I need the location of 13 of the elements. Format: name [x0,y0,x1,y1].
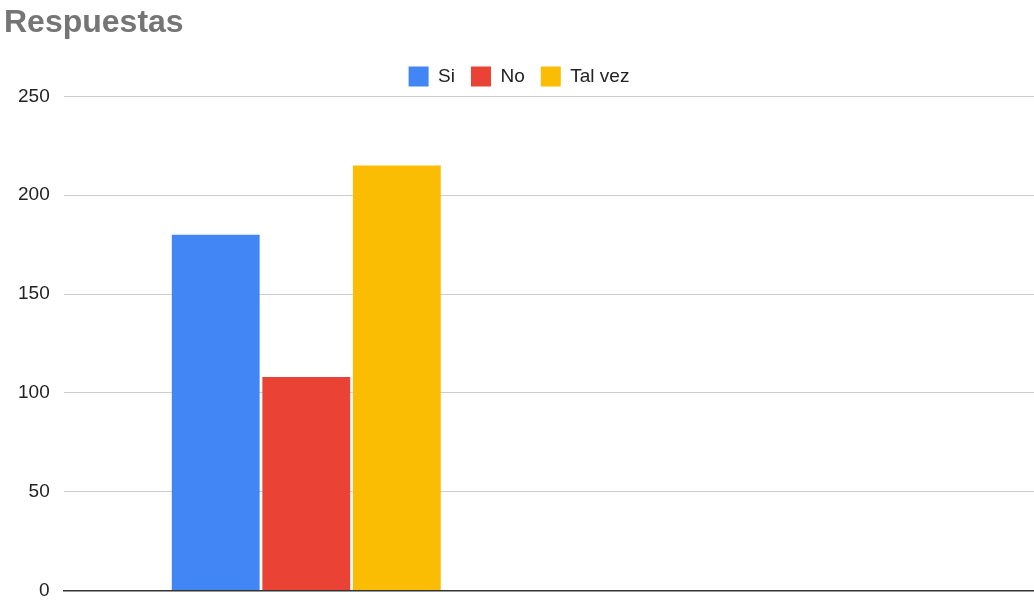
bar [171,234,260,591]
y-tick-label: 150 [18,282,50,304]
legend-label: Si [438,64,455,86]
legend-label: No [500,64,525,86]
y-tick-label: 0 [39,578,50,600]
y-tick-label: 200 [18,183,50,205]
bar [262,377,351,591]
y-tick-label: 250 [18,84,50,106]
y-tick-label: 100 [18,381,50,403]
legend-label: Tal vez [570,64,630,86]
chart-title: Respuestas [4,3,184,40]
bar [352,165,441,591]
y-tick-label: 50 [28,479,50,501]
